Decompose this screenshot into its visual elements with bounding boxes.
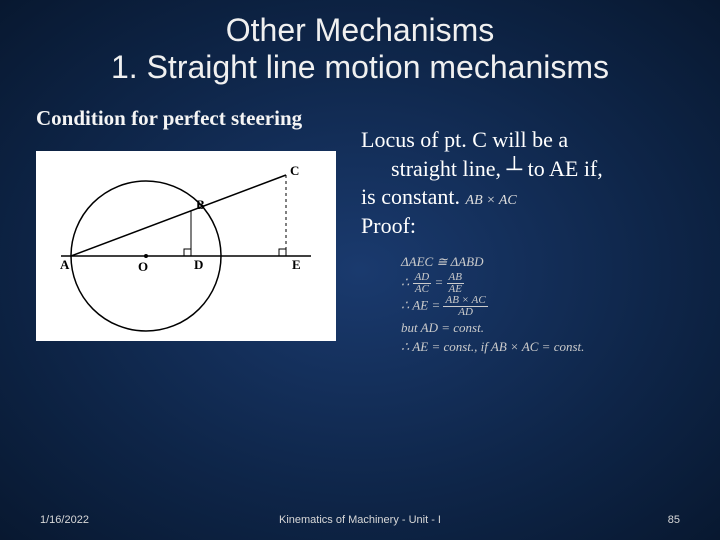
- proof-l2-mid: =: [434, 274, 446, 289]
- proof-l4: but AD = const.: [401, 318, 690, 338]
- label-D: D: [194, 257, 203, 272]
- footer: 1/16/2022 Kinematics of Machinery - Unit…: [0, 514, 720, 526]
- label-B: B: [196, 197, 205, 212]
- label-C: C: [290, 163, 299, 178]
- footer-date: 1/16/2022: [40, 514, 89, 526]
- title-line2: 1. Straight line motion mechanisms: [0, 49, 720, 86]
- left-column: Condition for perfect steering A B C D E…: [30, 106, 355, 357]
- frac-1: ADAC: [413, 272, 432, 295]
- proof-l2: ∴ ADAC = ABAE: [401, 272, 690, 295]
- content-area: Condition for perfect steering A B C D E…: [0, 86, 720, 357]
- proof-label: Proof:: [361, 212, 690, 241]
- body-line2: straight line, ┴ to AE if,: [361, 155, 690, 184]
- proof-l3: ∴ AE = AB × ACAD: [401, 295, 690, 318]
- label-E: E: [292, 257, 301, 272]
- frac-2: ABAE: [447, 272, 464, 295]
- proof-l5: ∴ AE = const., if AB × AC = const.: [401, 337, 690, 357]
- body-line3-math: AB × AC: [466, 193, 517, 208]
- footer-page: 85: [668, 514, 680, 526]
- body-line1: Locus of pt. C will be a: [361, 126, 690, 155]
- label-A: A: [60, 257, 70, 272]
- proof-l1: ΔAEC ≅ ΔABD: [401, 252, 690, 272]
- subtitle: Condition for perfect steering: [30, 106, 355, 131]
- body-line3-text: is constant.: [361, 184, 460, 209]
- title-line1: Other Mechanisms: [0, 12, 720, 49]
- label-O: O: [138, 259, 148, 274]
- proof-l3-pre: ∴ AE =: [401, 297, 443, 312]
- proof-block: ΔAEC ≅ ΔABD ∴ ADAC = ABAE ∴ AE = AB × AC…: [361, 252, 690, 357]
- footer-center: Kinematics of Machinery - Unit - I: [279, 514, 441, 526]
- right-column: Locus of pt. C will be a straight line, …: [355, 106, 690, 357]
- title-block: Other Mechanisms 1. Straight line motion…: [0, 0, 720, 86]
- proof-l2-pre: ∴: [401, 274, 413, 289]
- body-line3: is constant. AB × AC: [361, 183, 690, 212]
- frac-3: AB × ACAD: [443, 295, 487, 318]
- geometry-diagram: A B C D E O: [36, 151, 336, 341]
